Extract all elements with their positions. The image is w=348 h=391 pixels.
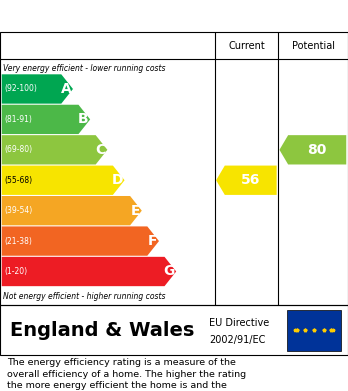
Text: Potential: Potential	[292, 41, 335, 51]
Text: F: F	[148, 234, 157, 248]
Text: Not energy efficient - higher running costs: Not energy efficient - higher running co…	[3, 292, 166, 301]
Text: The energy efficiency rating is a measure of the
overall efficiency of a home. T: The energy efficiency rating is a measur…	[7, 358, 246, 391]
Text: 80: 80	[308, 143, 327, 157]
Text: B: B	[78, 112, 88, 126]
Polygon shape	[2, 257, 176, 286]
Polygon shape	[2, 165, 125, 195]
Polygon shape	[2, 74, 73, 104]
Text: A: A	[61, 82, 71, 96]
Polygon shape	[2, 105, 90, 134]
Text: Current: Current	[228, 41, 265, 51]
Text: 2002/91/EC: 2002/91/EC	[209, 335, 265, 345]
Polygon shape	[2, 196, 142, 225]
Text: (55-68): (55-68)	[4, 176, 32, 185]
Polygon shape	[2, 135, 108, 165]
Text: G: G	[163, 264, 174, 278]
Text: (1-20): (1-20)	[4, 267, 27, 276]
Text: England & Wales: England & Wales	[10, 321, 195, 339]
Polygon shape	[216, 165, 277, 195]
Text: Very energy efficient - lower running costs: Very energy efficient - lower running co…	[3, 65, 166, 74]
Text: (92-100): (92-100)	[4, 84, 37, 93]
Text: EU Directive: EU Directive	[209, 317, 269, 328]
Bar	[287, 310, 341, 350]
Text: Energy Efficiency Rating: Energy Efficiency Rating	[7, 7, 237, 25]
Text: (69-80): (69-80)	[4, 145, 32, 154]
Polygon shape	[279, 135, 346, 165]
Text: (39-54): (39-54)	[4, 206, 32, 215]
Text: D: D	[111, 173, 123, 187]
Text: E: E	[130, 204, 140, 218]
Polygon shape	[2, 226, 159, 256]
Text: (81-91): (81-91)	[4, 115, 32, 124]
Text: C: C	[95, 143, 106, 157]
Text: (21-38): (21-38)	[4, 237, 32, 246]
Text: 56: 56	[241, 173, 260, 187]
